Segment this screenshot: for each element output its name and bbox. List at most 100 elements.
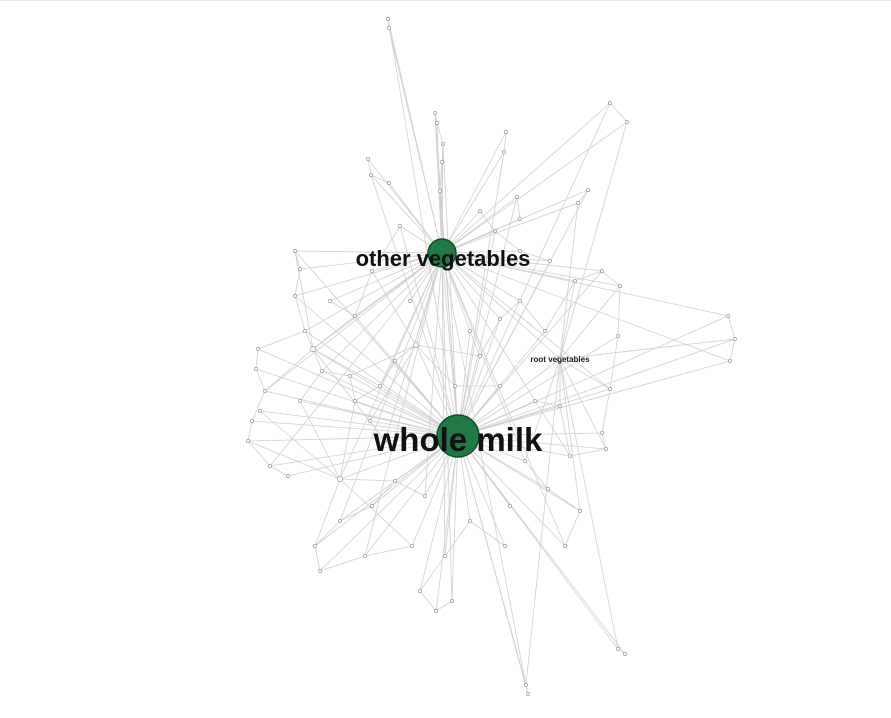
graph-edge: [321, 370, 459, 437]
graph-edge: [419, 435, 459, 592]
graph-edge: [339, 478, 413, 547]
graph-edge: [457, 315, 729, 437]
graph-edge: [304, 252, 443, 332]
graph-edge: [319, 435, 459, 572]
graph-node: [370, 504, 374, 508]
graph-edge: [559, 405, 571, 457]
graph-node: [504, 130, 508, 134]
graph-edge: [457, 338, 736, 437]
graph-edge: [269, 435, 459, 467]
node-other-vegetables: [427, 238, 457, 268]
graph-edge: [399, 225, 459, 437]
graph-node: [616, 647, 620, 651]
graph-edge: [519, 250, 551, 262]
graph-edge: [441, 252, 731, 362]
graph-edge: [259, 410, 341, 480]
graph-edge: [441, 252, 459, 437]
graph-edge: [312, 252, 443, 350]
graph-edge: [435, 435, 459, 612]
graph-edge: [457, 435, 529, 695]
graph-node: [468, 329, 472, 333]
graph-edge: [441, 151, 505, 254]
graph-edge: [388, 27, 443, 254]
graph-node: [250, 419, 254, 423]
graph-edge: [569, 448, 607, 457]
graph-edge: [339, 400, 356, 480]
graph-edge: [457, 102, 611, 437]
graph-node: [338, 519, 342, 523]
graph-node: [518, 299, 522, 303]
graph-node: [353, 314, 357, 318]
graph-node: [468, 519, 472, 523]
graph-edge: [354, 385, 381, 402]
graph-edge: [544, 280, 576, 332]
graph-node: [546, 487, 550, 491]
graph-edge: [294, 268, 301, 297]
graph-edges: [247, 18, 736, 695]
graph-node: [443, 554, 447, 558]
graph-edge: [503, 131, 507, 153]
graph-edge: [559, 358, 581, 512]
graph-node: [386, 17, 390, 21]
graph-node: [383, 439, 387, 443]
graph-edge: [559, 358, 619, 650]
graph-node: [498, 384, 502, 388]
graph-edge: [415, 344, 481, 357]
graph-node: [387, 181, 391, 185]
graph-edge: [441, 252, 603, 272]
graph-node: [393, 359, 397, 363]
graph-edge: [247, 435, 459, 442]
graph-edge: [457, 230, 496, 437]
graph-node-minor-hub: [413, 342, 419, 348]
graph-node: [286, 474, 290, 478]
graph-node: [453, 384, 457, 388]
graph-edge: [312, 348, 323, 372]
graph-edge: [441, 252, 521, 302]
node-whole-milk: [436, 414, 480, 458]
label-root-vegetables: root vegetables: [530, 355, 590, 364]
graph-edge: [369, 344, 417, 422]
graph-node: [258, 409, 262, 413]
graph-node: [440, 160, 444, 164]
graph-node: [370, 269, 374, 273]
graph-edge: [314, 435, 459, 547]
graph-edge: [457, 435, 581, 512]
graph-edge: [559, 280, 576, 360]
graph-node: [518, 217, 522, 221]
graph-edge: [441, 252, 729, 317]
graph-edge: [457, 435, 626, 655]
graph-edge: [457, 435, 607, 450]
graph-edge: [577, 189, 589, 204]
graph-edge: [259, 410, 459, 437]
graph-nodes: [246, 17, 737, 696]
graph-node: [558, 404, 562, 408]
graph-edge: [349, 344, 417, 377]
graph-node: [733, 337, 737, 341]
graph-edge: [441, 143, 444, 163]
graph-edge: [314, 520, 341, 547]
graph-node: [608, 101, 612, 105]
graph-edge: [294, 250, 301, 270]
graph-edge: [415, 344, 456, 387]
graph-edge: [364, 545, 413, 557]
graph-edge: [441, 252, 561, 360]
graph-edge: [371, 270, 417, 346]
graph-edge: [255, 368, 266, 392]
graph-node: [616, 334, 620, 338]
label-whole-milk: whole milk: [373, 421, 543, 458]
graph-edge: [264, 252, 443, 392]
graph-edge: [525, 358, 561, 686]
graph-node: [246, 439, 250, 443]
graph-edge: [451, 435, 459, 602]
graph-edge: [321, 252, 443, 372]
graph-edge: [441, 252, 527, 686]
graph-edge: [457, 196, 518, 437]
graph-edge: [479, 318, 501, 357]
graph-edge: [394, 480, 426, 497]
graph-edge: [469, 520, 506, 547]
graph-node: [728, 359, 732, 363]
graph-edge: [294, 250, 459, 437]
graph-node: [298, 267, 302, 271]
graph-edge: [370, 174, 390, 184]
